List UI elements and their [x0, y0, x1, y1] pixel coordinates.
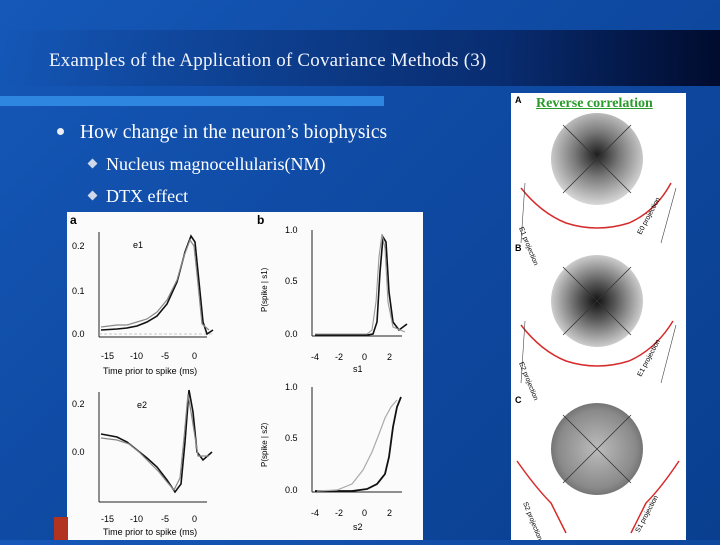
e1-xtick-label: -5 [161, 351, 169, 361]
e1-xtick-label: -10 [130, 351, 143, 361]
e2-ytick-label: 0.0 [72, 447, 85, 457]
e2-xtick-label: 0 [192, 514, 197, 524]
e2-xtick-label: -10 [130, 514, 143, 524]
e1-ytick-label: 0.2 [72, 241, 85, 251]
p1-ytick-label: 0.0 [285, 329, 298, 339]
e2-plot: e2 0.2 0.0 -15 -10 -5 0 Time prior to sp… [72, 389, 213, 537]
p2-ylabel: P(spike | s2) [260, 422, 269, 467]
sub-bullet-dtx: DTX effect [87, 186, 189, 207]
panel-A-label: A [515, 95, 522, 105]
slide-title: Examples of the Application of Covarianc… [49, 50, 487, 71]
p1-xtick-label: 2 [387, 352, 392, 362]
p1-xtick-label: 0 [362, 352, 367, 362]
reverse-correlation-label: Reverse correlation [536, 96, 653, 111]
p1-xtick-label: -2 [335, 352, 343, 362]
p1-xtick-label: -4 [311, 352, 319, 362]
p2-xtick-label: -4 [311, 508, 319, 518]
corner-accent [54, 517, 68, 540]
panel-a: A E1 projection E0 projection [515, 95, 677, 267]
panel-C-label: C [515, 395, 522, 405]
e1-xaxis-label: Time prior to spike (ms) [103, 366, 197, 376]
e1-plot: e1 0.2 0.1 0.0 -15 -10 -5 0 Time prior t… [72, 232, 214, 376]
p1-plot: 1.0 0.5 0.0 P(spike | s1) -4 -2 0 2 s1 [260, 225, 408, 374]
reverse-correlation-figure: A E1 projection E0 projection B E2 proje… [511, 93, 686, 542]
p2-xtick-label: -2 [335, 508, 343, 518]
panel-b-label: b [257, 213, 264, 227]
diamond-bullet-icon [87, 158, 98, 169]
e2-label: e2 [137, 400, 147, 410]
p2-ytick-label: 0.5 [285, 433, 298, 443]
e1-label: e1 [133, 240, 143, 250]
bullet-dot-icon [57, 128, 64, 136]
sub-bullet-text: Nucleus magnocellularis(NM) [106, 154, 326, 174]
covariance-figure: a b e1 0.2 0.1 0.0 -15 -10 -5 0 Time pri… [67, 212, 423, 540]
e2-xaxis-label: Time prior to spike (ms) [103, 527, 197, 537]
p2-ytick-label: 1.0 [285, 382, 298, 392]
diamond-bullet-icon [87, 190, 98, 201]
sub-bullet-text: DTX effect [106, 186, 189, 206]
e2-xtick-label: -15 [101, 514, 114, 524]
p1-xaxis-label: s1 [353, 364, 363, 374]
main-bullet-text: How change in the neuron’s biophysics [80, 122, 388, 143]
p2-ytick-label: 0.0 [285, 485, 298, 495]
p2-plot: 1.0 0.5 0.0 P(spike | s2) -4 -2 0 2 s2 [260, 382, 402, 532]
e1-ytick-label: 0.1 [72, 286, 85, 296]
reverse-correlation-svg: A E1 projection E0 projection B E2 proje… [511, 93, 686, 542]
e2-ytick-label: 0.2 [72, 399, 85, 409]
p2-xaxis-label: s2 [353, 522, 363, 532]
main-bullet: How change in the neuron’s biophysics [57, 122, 387, 144]
p1-ylabel: P(spike | s1) [260, 267, 269, 312]
title-band [0, 30, 720, 86]
accent-bar [0, 96, 384, 106]
covariance-figure-svg: a b e1 0.2 0.1 0.0 -15 -10 -5 0 Time pri… [67, 212, 423, 540]
p1-ytick-label: 0.5 [285, 276, 298, 286]
e2-xtick-label: -5 [161, 514, 169, 524]
p2-xtick-label: 2 [387, 508, 392, 518]
sub-bullet-nm: Nucleus magnocellularis(NM) [87, 154, 326, 175]
e1-xtick-label: -15 [101, 351, 114, 361]
p2-xtick-label: 0 [362, 508, 367, 518]
p1-ytick-label: 1.0 [285, 225, 298, 235]
panel-B-label: B [515, 243, 522, 253]
e1-ytick-label: 0.0 [72, 329, 85, 339]
panel-a-label: a [70, 213, 77, 227]
e1-xtick-label: 0 [192, 351, 197, 361]
